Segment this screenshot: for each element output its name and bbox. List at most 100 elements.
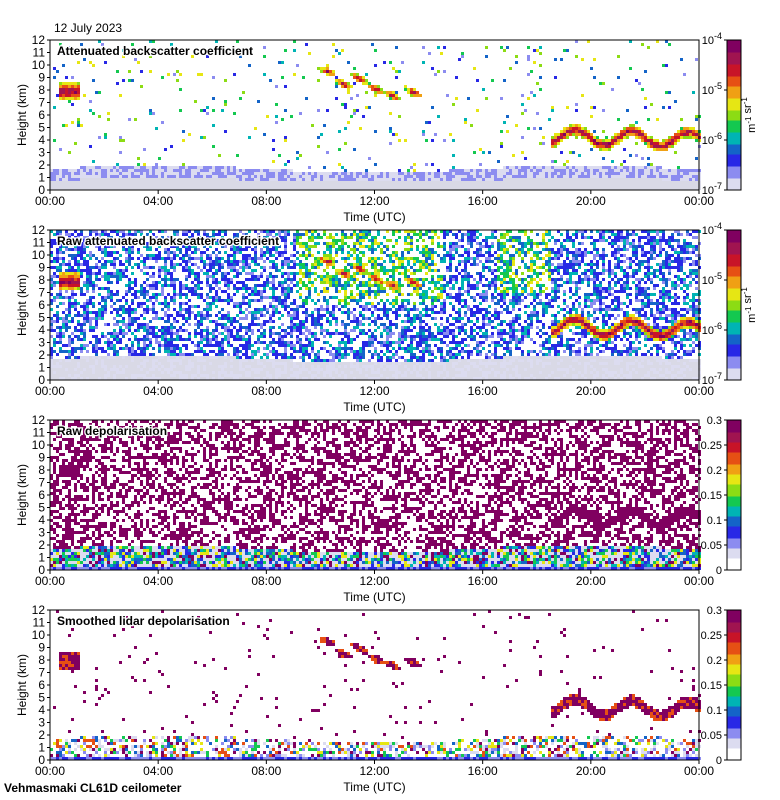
heatmap-cell: [227, 293, 230, 296]
heatmap-cell: [71, 257, 74, 260]
heatmap-cell: [557, 166, 560, 169]
heatmap-cell: [407, 175, 410, 178]
heatmap-cell: [110, 172, 113, 175]
heatmap-cell: [128, 233, 131, 236]
heatmap-cell: [506, 115, 509, 118]
heatmap-cell: [227, 317, 230, 320]
heatmap-cell: [86, 314, 89, 317]
heatmap-cell: [326, 181, 329, 184]
heatmap-cell: [380, 91, 383, 94]
heatmap-cell: [245, 260, 248, 263]
heatmap-cell: [236, 338, 239, 341]
heatmap-cell: [191, 257, 194, 260]
heatmap-cell: [485, 169, 488, 172]
heatmap-cell: [401, 172, 404, 175]
heatmap-cell: [86, 311, 89, 314]
heatmap-cell: [581, 166, 584, 169]
heatmap-cell: [590, 178, 593, 181]
heatmap-cell: [536, 166, 539, 169]
heatmap-cell: [215, 278, 218, 281]
heatmap-cell: [209, 242, 212, 245]
heatmap-cell: [395, 46, 398, 49]
heatmap-cell: [179, 181, 182, 184]
heatmap-cell: [257, 311, 260, 314]
heatmap-cell: [203, 172, 206, 175]
heatmap-cell: [683, 73, 686, 76]
heatmap-cell: [302, 175, 305, 178]
heatmap-cell: [611, 160, 614, 163]
heatmap-cell: [203, 187, 206, 190]
heatmap-cell: [227, 278, 230, 281]
colorbar-segment: [727, 152, 741, 155]
heatmap-cell: [386, 94, 389, 97]
heatmap-cell: [695, 175, 698, 178]
heatmap-cell: [197, 332, 200, 335]
heatmap-cell: [452, 166, 455, 169]
heatmap-cell: [233, 112, 236, 115]
heatmap-cell: [167, 371, 170, 374]
heatmap-cell: [284, 181, 287, 184]
heatmap-cell: [254, 290, 257, 293]
heatmap-cell: [194, 278, 197, 281]
heatmap-cell: [608, 187, 611, 190]
heatmap-cell: [131, 377, 134, 380]
heatmap-cell: [152, 308, 155, 311]
heatmap-cell: [230, 263, 233, 266]
heatmap-cell: [287, 178, 290, 181]
heatmap-cell: [71, 353, 74, 356]
heatmap-cell: [212, 377, 215, 380]
heatmap-cell: [359, 184, 362, 187]
heatmap-cell: [245, 362, 248, 365]
heatmap-cell: [257, 172, 260, 175]
heatmap-cell: [161, 302, 164, 305]
heatmap-cell: [77, 377, 80, 380]
heatmap-cell: [158, 341, 161, 344]
heatmap-cell: [188, 353, 191, 356]
heatmap-cell: [221, 308, 224, 311]
heatmap-cell: [407, 184, 410, 187]
heatmap-cell: [281, 172, 284, 175]
heatmap-cell: [677, 136, 680, 139]
heatmap-cell: [92, 160, 95, 163]
heatmap-cell: [134, 356, 137, 359]
heatmap-cell: [554, 76, 557, 79]
heatmap-cell: [233, 374, 236, 377]
colorbar-segment: [727, 180, 741, 183]
heatmap-cell: [641, 166, 644, 169]
heatmap-cell: [107, 365, 110, 368]
heatmap-cell: [254, 350, 257, 353]
heatmap-cell: [275, 175, 278, 178]
heatmap-cell: [659, 178, 662, 181]
heatmap-cell: [176, 374, 179, 377]
heatmap-cell: [107, 112, 110, 115]
heatmap-cell: [59, 257, 62, 260]
heatmap-cell: [125, 284, 128, 287]
heatmap-cell: [239, 169, 242, 172]
heatmap-cell: [155, 341, 158, 344]
heatmap-cell: [308, 184, 311, 187]
heatmap-cell: [479, 178, 482, 181]
heatmap-cell: [179, 73, 182, 76]
heatmap-cell: [194, 287, 197, 290]
heatmap-cell: [143, 356, 146, 359]
heatmap-cell: [209, 169, 212, 172]
heatmap-cell: [164, 184, 167, 187]
heatmap-cell: [626, 181, 629, 184]
heatmap-cell: [272, 338, 275, 341]
heatmap-cell: [164, 305, 167, 308]
y-tick-label: 1: [38, 171, 45, 185]
heatmap-cell: [365, 82, 368, 85]
heatmap-cell: [65, 97, 68, 100]
heatmap-cell: [191, 184, 194, 187]
heatmap-cell: [149, 320, 152, 323]
heatmap-cell: [62, 368, 65, 371]
heatmap-cell: [65, 187, 68, 190]
heatmap-cell: [65, 362, 68, 365]
heatmap-cell: [68, 275, 71, 278]
heatmap-cell: [149, 40, 152, 43]
heatmap-cell: [134, 362, 137, 365]
heatmap-cell: [260, 178, 263, 181]
heatmap-cell: [173, 332, 176, 335]
heatmap-cell: [263, 323, 266, 326]
heatmap-cell: [107, 272, 110, 275]
